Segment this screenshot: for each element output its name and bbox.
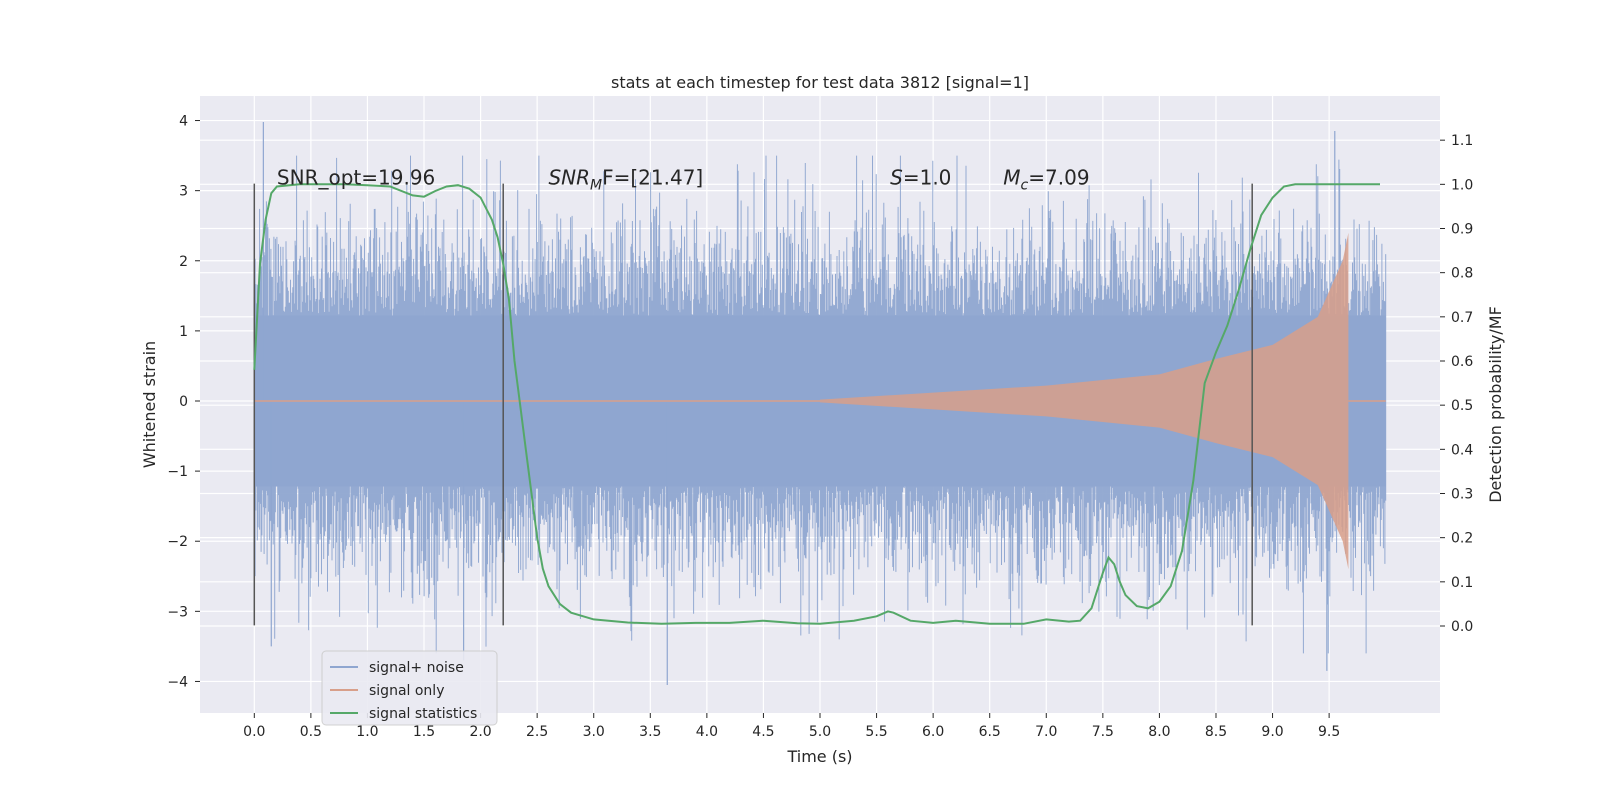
- x-tick-label: 7.0: [1035, 724, 1057, 740]
- x-tick-label: 8.5: [1205, 724, 1227, 740]
- y-left-tick-label: 2: [179, 254, 188, 270]
- annotations: SNR_opt=19.96 SNRMF=[21.47] S=1.0 Mc=7.09: [277, 166, 1090, 194]
- y-left-tick-label: −3: [167, 604, 188, 620]
- y-left-tick-label: 3: [179, 184, 188, 200]
- x-tick-label: 0.0: [243, 724, 265, 740]
- y-right-tick-label: 0.4: [1451, 442, 1473, 458]
- y-left-axis-label: Whitened strain: [140, 341, 159, 468]
- y-right-tick-label: 0.3: [1451, 486, 1473, 502]
- y-right-tick-label: 1.1: [1451, 133, 1473, 149]
- y-right-tick-label: 0.1: [1451, 575, 1473, 591]
- y-left-tick-label: −1: [167, 464, 188, 480]
- x-axis-ticks: 0.0 0.5 1.0 1.5 2.0 2.5 3.0 3.5 4.0 4.5 5.0 5.5 6.0 6…: [243, 713, 1340, 740]
- legend-label: signal+ noise: [369, 660, 464, 676]
- x-tick-label: 7.5: [1092, 724, 1114, 740]
- legend-label: signal statistics: [369, 706, 477, 722]
- x-tick-label: 9.5: [1318, 724, 1340, 740]
- x-tick-label: 9.0: [1261, 724, 1283, 740]
- x-tick-label: 5.5: [865, 724, 887, 740]
- series-signal-statistics: [253, 183, 1380, 625]
- y-left-tick-label: −2: [167, 534, 188, 550]
- y-left-axis-ticks: −4 −3 −2 −1 0 1 2 3 4: [167, 114, 200, 690]
- legend: signal+ noise signal only signal statistic…: [321, 650, 498, 726]
- y-right-tick-label: 0.9: [1451, 221, 1473, 237]
- x-tick-label: 1.0: [356, 724, 378, 740]
- x-tick-label: 6.0: [922, 724, 944, 740]
- x-tick-label: 0.5: [300, 724, 322, 740]
- legend-box: [321, 650, 498, 726]
- y-left-tick-label: 1: [179, 324, 188, 340]
- x-tick-label: 4.5: [752, 724, 774, 740]
- stat-annotation: SNRMF=[21.47]: [548, 166, 703, 194]
- y-right-axis-label: Detection probability/MF: [1486, 306, 1505, 503]
- y-right-tick-label: 0.5: [1451, 398, 1473, 414]
- x-tick-label: 1.5: [413, 724, 435, 740]
- y-left-tick-label: 0: [179, 394, 188, 410]
- y-left-tick-label: 4: [179, 114, 188, 130]
- y-right-tick-label: 0.6: [1451, 354, 1473, 370]
- series-signal-only: [254, 232, 1386, 570]
- marker-lines: [253, 183, 1253, 626]
- x-tick-label: 3.0: [583, 724, 605, 740]
- stat-annotation: Mc=7.09: [1003, 166, 1089, 194]
- x-tick-label: 2.5: [526, 724, 548, 740]
- x-tick-label: 6.5: [979, 724, 1001, 740]
- x-tick-label: 8.0: [1148, 724, 1170, 740]
- y-right-tick-label: 1.0: [1451, 177, 1473, 193]
- y-left-tick-label: −4: [167, 674, 188, 690]
- y-right-tick-label: 0.7: [1451, 310, 1473, 326]
- signal-envelope: [820, 232, 1349, 570]
- y-right-tick-label: 0.2: [1451, 531, 1473, 547]
- x-axis-label: Time (s): [786, 747, 852, 766]
- x-tick-label: 3.5: [639, 724, 661, 740]
- y-right-tick-label: 0.0: [1451, 619, 1473, 635]
- x-tick-label: 2.0: [469, 724, 491, 740]
- stat-annotation: SNR_opt=19.96: [277, 166, 435, 190]
- stat-annotation: S=1.0: [890, 166, 951, 190]
- y-right-axis-ticks: 0.0 0.1 0.2 0.3 0.4 0.5 0.6 0.7 0.8 0.9 1.0 1.1: [1440, 133, 1473, 635]
- x-tick-label: 5.0: [809, 724, 831, 740]
- y-right-tick-label: 0.8: [1451, 266, 1473, 282]
- x-tick-label: 4.0: [696, 724, 718, 740]
- legend-label: signal only: [369, 683, 444, 699]
- chart-title: stats at each timestep for test data 381…: [611, 73, 1029, 92]
